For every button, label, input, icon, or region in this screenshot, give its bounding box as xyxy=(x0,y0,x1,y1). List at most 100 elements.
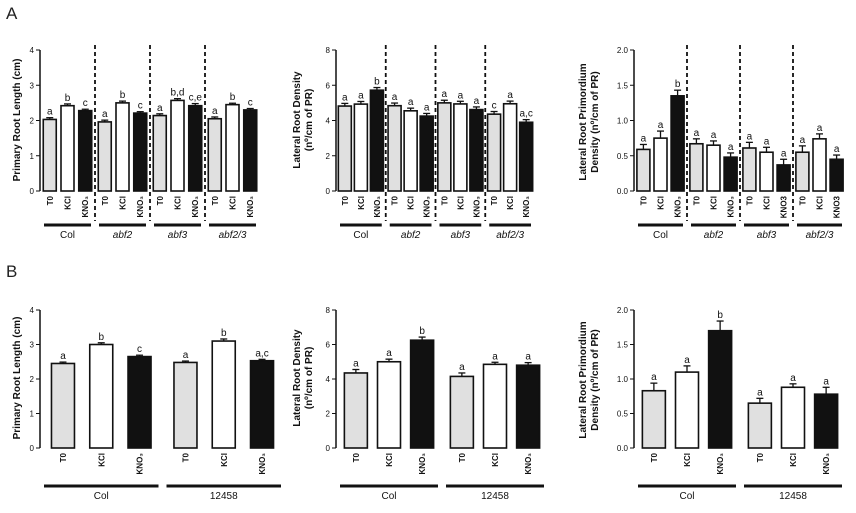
category-label: KNO₃ xyxy=(716,453,725,475)
group-label: abf3 xyxy=(757,230,777,241)
category-label: KCl xyxy=(385,453,394,467)
bar xyxy=(409,339,435,449)
bar xyxy=(723,156,738,192)
bar xyxy=(353,103,369,192)
category-label: KCl xyxy=(64,196,73,210)
significance-letter: a xyxy=(392,92,398,103)
bar xyxy=(60,104,75,192)
bar xyxy=(419,115,434,192)
category-label: T0 xyxy=(181,452,190,462)
bar xyxy=(482,363,508,449)
chart-a2: 0 2 4 6 8 Lateral Root Density(nº/cm of PR) a T… xyxy=(292,45,534,241)
category-label: T0 xyxy=(46,195,55,205)
bar xyxy=(502,102,518,192)
category-label: KNO₃ xyxy=(674,196,683,218)
y-tick-label: 4 xyxy=(326,375,331,384)
significance-letter: a xyxy=(408,97,414,108)
significance-letter: a xyxy=(694,128,700,139)
group-label: abf2/3 xyxy=(806,230,834,241)
group-label: abf3 xyxy=(451,230,471,241)
bar xyxy=(369,89,385,192)
category-label: KCl xyxy=(657,196,666,210)
y-tick-label: 1.5 xyxy=(617,81,629,90)
y-axis-title: Lateral Root PrimordiumDensity (nº/cm of… xyxy=(578,321,601,438)
group-label: Col xyxy=(94,491,109,502)
significance-letter: a xyxy=(424,102,430,113)
significance-letter: b xyxy=(230,92,236,103)
category-label: KNO₃ xyxy=(822,453,831,475)
significance-letter: a xyxy=(442,89,448,100)
bar xyxy=(42,118,58,192)
y-axis-title-line: Lateral Root Primordium xyxy=(578,63,589,180)
bar xyxy=(376,360,402,449)
significance-letter: a xyxy=(651,372,657,383)
significance-letter: b,d xyxy=(171,88,185,99)
y-axis-title-line: Lateral Root Primordium xyxy=(578,321,589,438)
significance-letter: a xyxy=(353,359,359,370)
y-tick-label: 2 xyxy=(30,117,35,126)
category-label: KNO₃ xyxy=(418,453,427,475)
group-label: Col xyxy=(381,491,396,502)
significance-letter: a xyxy=(817,123,823,134)
bar xyxy=(812,138,827,192)
significance-letter: b xyxy=(221,328,227,339)
category-label: KCl xyxy=(506,196,515,210)
bar xyxy=(795,151,810,192)
category-label: T0 xyxy=(650,452,659,462)
significance-letter: a xyxy=(757,387,763,398)
y-tick-label: 1 xyxy=(30,410,35,419)
y-tick-label: 1.5 xyxy=(617,341,629,350)
bar xyxy=(776,164,791,192)
y-axis-title: Primary Root Length (cm) xyxy=(12,317,23,440)
category-label: KNO₃ xyxy=(81,196,90,218)
significance-letter: a xyxy=(711,130,717,141)
category-label: T0 xyxy=(59,452,68,462)
bar xyxy=(337,105,353,192)
y-axis-title-line: Density (nº/cm of PR) xyxy=(590,71,601,172)
y-axis-title-line: (nº/cm of PR) xyxy=(304,89,315,152)
significance-letter: b xyxy=(374,77,380,88)
category-label: T0 xyxy=(341,195,350,205)
category-label: T0 xyxy=(458,452,467,462)
bar xyxy=(641,389,667,449)
y-tick-label: 1.0 xyxy=(617,117,629,126)
significance-letter: a xyxy=(525,352,531,363)
category-label: KNO₃ xyxy=(191,196,200,218)
bar xyxy=(187,104,203,192)
category-label: T0 xyxy=(440,195,449,205)
y-axis-title: Lateral Root Density(nº/cm of PR) xyxy=(292,329,315,427)
category-label: T0 xyxy=(756,452,765,462)
bar xyxy=(403,110,418,192)
category-label: KNO₃ xyxy=(373,196,382,218)
significance-letter: b xyxy=(717,310,723,321)
category-label: KNO₃ xyxy=(472,196,481,218)
significance-letter: a xyxy=(684,355,690,366)
bar xyxy=(747,402,773,449)
category-label: KNO₃ xyxy=(246,196,255,218)
bar xyxy=(706,144,721,192)
bar xyxy=(437,102,452,192)
bar xyxy=(707,329,733,449)
category-label: KNO₃ xyxy=(136,453,145,475)
category-label: KNO₃ xyxy=(524,453,533,475)
significance-letter: a xyxy=(728,142,734,153)
category-label: T0 xyxy=(352,452,361,462)
category-label: KCl xyxy=(407,196,416,210)
y-tick-label: 0 xyxy=(326,187,331,196)
chart-b1: 0 1 2 3 4 Primary Root Length (cm) a T0 b KCl c KNO… xyxy=(12,306,281,502)
bar xyxy=(152,114,168,192)
group-label: Col xyxy=(353,230,368,241)
significance-letter: c xyxy=(83,98,88,109)
significance-letter: a,c xyxy=(255,348,268,359)
category-label: KCl xyxy=(816,196,825,210)
group-label: abf2/3 xyxy=(496,230,524,241)
significance-letter: a xyxy=(474,96,480,107)
y-tick-label: 2 xyxy=(326,152,331,161)
significance-letter: a xyxy=(183,350,189,361)
y-tick-label: 4 xyxy=(30,306,35,315)
y-tick-label: 8 xyxy=(326,46,331,55)
significance-letter: a xyxy=(507,90,513,101)
significance-letter: c,e xyxy=(189,93,203,104)
category-label: T0 xyxy=(101,195,110,205)
bar xyxy=(50,362,76,449)
